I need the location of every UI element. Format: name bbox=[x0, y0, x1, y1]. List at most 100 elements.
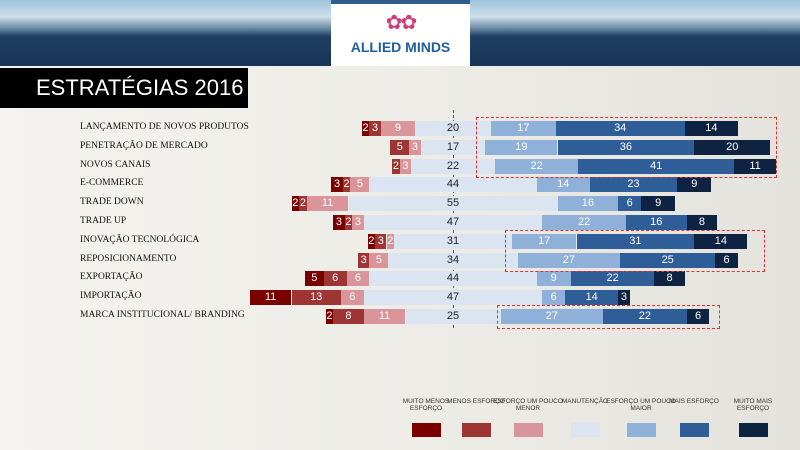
bar-segment: 2 bbox=[367, 233, 376, 249]
bar-segment: 11 bbox=[306, 196, 349, 212]
bar-segment: 8 bbox=[333, 309, 364, 324]
bar-segment: 22 bbox=[570, 271, 655, 287]
bar-segment: 41 bbox=[578, 158, 735, 174]
bar-segment: 2 bbox=[386, 233, 395, 249]
bar-segment: 34 bbox=[388, 252, 518, 268]
bar-segment: 34 bbox=[555, 121, 685, 136]
category-label: Inovação tecnológica bbox=[80, 234, 200, 245]
legend-label: Menos esforço bbox=[447, 398, 505, 405]
legend-swatch bbox=[627, 423, 656, 437]
bar-segment: 9 bbox=[641, 196, 676, 212]
bar-segment: 2 bbox=[325, 309, 334, 324]
bar-segment: 2 bbox=[299, 196, 307, 212]
bar-segment: 2 bbox=[344, 215, 353, 230]
legend-label: Manutenção bbox=[561, 398, 609, 405]
bar-segment: 6 bbox=[340, 290, 364, 306]
bar-segment: 9 bbox=[536, 271, 571, 287]
bar-segment: 13 bbox=[291, 290, 341, 306]
bar-segment: 47 bbox=[363, 290, 543, 306]
brand-name: ALLIED MINDS bbox=[350, 39, 451, 55]
bar-segment: 20 bbox=[694, 139, 771, 155]
bar-segment: 3 bbox=[369, 121, 381, 136]
bar-segment: 44 bbox=[369, 177, 537, 193]
bar-segment: 55 bbox=[348, 196, 558, 212]
bar-segment: 3 bbox=[618, 290, 630, 306]
bar-segment: 44 bbox=[369, 271, 537, 287]
bar-segment: 5 bbox=[304, 271, 324, 287]
legend-label: Muito mais esforço bbox=[733, 398, 773, 412]
legend-swatch bbox=[680, 423, 709, 437]
category-label: Lançamento de novos produtos bbox=[80, 122, 249, 132]
category-label: Trade down bbox=[80, 197, 144, 208]
bar-segment: 25 bbox=[620, 252, 716, 268]
bar-segment: 11 bbox=[734, 158, 776, 174]
bar-segment: 6 bbox=[542, 290, 566, 306]
bar-segment: 27 bbox=[500, 309, 604, 324]
bar-segment: 3 bbox=[375, 233, 387, 249]
bar-segment: 5 bbox=[390, 139, 410, 155]
bar-segment: 5 bbox=[369, 252, 389, 268]
bar-segment: 14 bbox=[684, 121, 738, 136]
bar-segment: 2 bbox=[342, 177, 351, 193]
bar-segment: 3 bbox=[331, 177, 343, 193]
legend-swatch bbox=[571, 423, 600, 437]
highlight-box bbox=[476, 117, 777, 179]
category-label: Marca institucional/ branding bbox=[80, 310, 245, 320]
legend-label: Mais esforço bbox=[669, 398, 719, 405]
bar-segment: 14 bbox=[565, 290, 619, 306]
legend-swatch bbox=[739, 423, 768, 437]
legend-swatch bbox=[412, 423, 441, 437]
bar-segment: 6 bbox=[346, 271, 370, 287]
category-label: Trade up bbox=[80, 216, 127, 226]
bar-segment: 17 bbox=[511, 233, 577, 249]
highlight-box bbox=[505, 229, 765, 273]
bar-segment: 16 bbox=[557, 196, 619, 212]
bar-segment: 23 bbox=[589, 177, 678, 193]
bar-segment: 17 bbox=[420, 139, 486, 155]
bar-segment: 25 bbox=[405, 309, 501, 324]
bar-segment: 9 bbox=[677, 177, 712, 193]
bar-segment: 17 bbox=[491, 121, 556, 136]
category-label: Penetração de mercado bbox=[80, 140, 208, 151]
category-label: E-commerce bbox=[80, 178, 144, 189]
bar-segment: 36 bbox=[557, 139, 695, 155]
legend-swatch bbox=[462, 423, 491, 437]
highlight-box bbox=[497, 305, 720, 329]
bar-segment: 9 bbox=[380, 121, 415, 136]
bar-segment: 27 bbox=[517, 252, 621, 268]
bar-segment: 8 bbox=[654, 271, 685, 287]
legend-label: Esforço um pouco menor bbox=[493, 398, 563, 412]
category-label: Reposicionamento bbox=[80, 253, 177, 264]
bar-segment: 22 bbox=[542, 215, 626, 230]
bar-segment: 14 bbox=[536, 177, 590, 193]
bar-segment: 11 bbox=[363, 309, 406, 324]
bar-segment: 5 bbox=[350, 177, 370, 193]
bar-segment: 3 bbox=[409, 139, 421, 155]
category-label: Importação bbox=[80, 291, 142, 302]
category-label: Novos canais bbox=[80, 159, 151, 170]
bar-segment: 22 bbox=[411, 158, 495, 174]
legend-swatch bbox=[514, 423, 543, 437]
bar-segment: 11 bbox=[249, 290, 292, 306]
category-label: Exportação bbox=[80, 272, 143, 283]
bar-segment: 31 bbox=[576, 233, 695, 249]
legend-label: Esforço um pouco maior bbox=[606, 398, 676, 412]
bar-segment: 6 bbox=[618, 196, 642, 212]
legend-label: Muito menos esforço bbox=[402, 398, 450, 412]
bar-segment: 6 bbox=[686, 309, 710, 324]
bar-segment: 20 bbox=[415, 121, 491, 136]
bar-segment: 3 bbox=[399, 158, 412, 174]
bar-segment: 16 bbox=[625, 215, 687, 230]
bar-segment: 3 bbox=[333, 215, 345, 230]
brand-logo: ✿✿ ALLIED MINDS bbox=[331, 0, 470, 66]
page-title: ESTRATÉGIAS 2016 bbox=[0, 68, 248, 108]
bar-segment: 19 bbox=[485, 139, 558, 155]
bar-segment: 6 bbox=[715, 252, 738, 268]
bar-segment: 2 bbox=[361, 121, 370, 136]
bar-segment: 2 bbox=[291, 196, 300, 212]
bar-segment: 47 bbox=[363, 215, 543, 230]
bar-segment: 31 bbox=[394, 233, 512, 249]
bar-segment: 2 bbox=[392, 158, 400, 174]
bar-segment: 3 bbox=[358, 252, 370, 268]
bar-segment: 22 bbox=[603, 309, 687, 324]
